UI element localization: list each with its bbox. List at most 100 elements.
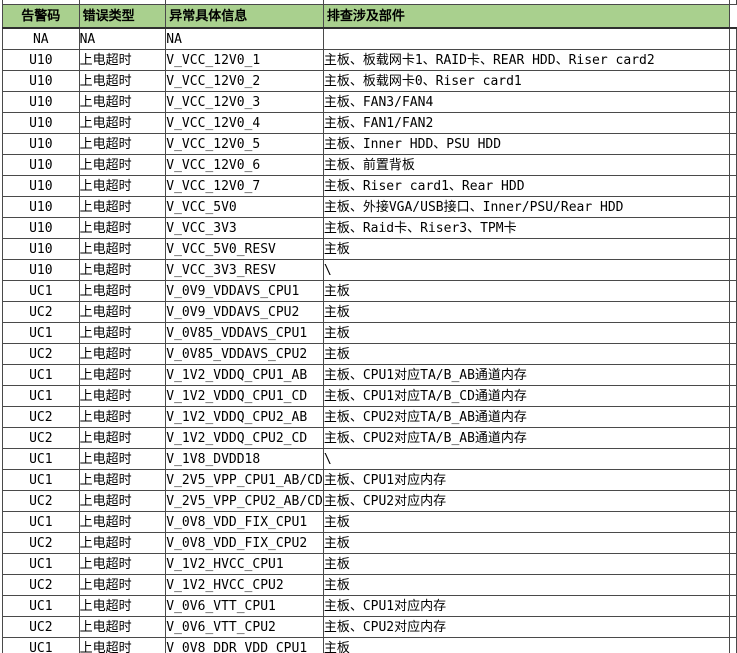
cell: UC2 (2, 532, 80, 554)
cell: 主板、CPU2对应内存 (322, 490, 731, 512)
table-row: UC2 上电超时 V_2V5_VPP_CPU2_AB/CD 主板、CPU2对应内存 (2, 490, 737, 512)
cell: 上电超时 (78, 637, 167, 653)
cell: 主板、板载网卡1、RAID卡、REAR HDD、Riser card2 (322, 49, 731, 71)
cell: UC2 (2, 427, 80, 449)
cell: 主板 (322, 322, 731, 344)
cell: UC1 (2, 448, 80, 470)
cell: UC2 (2, 301, 80, 323)
cell: U10 (2, 217, 80, 239)
table-row: UC1 上电超时 V_2V5_VPP_CPU1_AB/CD 主板、CPU1对应内存 (2, 469, 737, 491)
cell: UC1 (2, 637, 80, 653)
grid-sliver-cell (729, 322, 737, 344)
cell: 上电超时 (78, 238, 167, 260)
cell: 上电超时 (78, 469, 167, 491)
table-row: U10 上电超时 V_VCC_3V3_RESV \ (2, 259, 737, 281)
cell: V_1V2_HVCC_CPU2 (165, 574, 324, 596)
cell: 上电超时 (78, 322, 167, 344)
cell: 上电超时 (78, 133, 167, 155)
cell: V_1V2_VDDQ_CPU1_AB (165, 364, 324, 386)
cell (322, 27, 731, 50)
cell: 上电超时 (78, 364, 167, 386)
grid-sliver-cell (729, 343, 737, 365)
grid-sliver-cell (729, 154, 737, 176)
cell: U10 (2, 112, 80, 134)
cell: UC1 (2, 280, 80, 302)
cell: 主板 (322, 553, 731, 575)
cell: 主板 (322, 301, 731, 323)
grid-sliver-cell (729, 427, 737, 449)
cell: V_1V2_VDDQ_CPU2_AB (165, 406, 324, 428)
cell: UC2 (2, 343, 80, 365)
table-row: UC1 上电超时 V_0V8_VDD_FIX_CPU1 主板 (2, 511, 737, 533)
cell: U10 (2, 49, 80, 71)
grid-sliver-cell (729, 0, 737, 5)
grid-sliver-cell (729, 364, 737, 386)
table-row: UC1 上电超时 V_0V85_VDDAVS_CPU1 主板 (2, 322, 737, 344)
table-row: U10 上电超时 V_VCC_3V3 主板、Raid卡、Riser3、TPM卡 (2, 217, 737, 239)
cell: V_VCC_12V0_1 (165, 49, 324, 71)
cell: U10 (2, 175, 80, 197)
cell: UC1 (2, 553, 80, 575)
cell: 主板、板载网卡0、Riser card1 (322, 70, 731, 92)
grid-sliver-cell (322, 0, 731, 5)
grid-sliver-cell (729, 175, 737, 197)
table-row: U10 上电超时 V_VCC_12V0_2 主板、板载网卡0、Riser card1 (2, 70, 737, 92)
cell: V_2V5_VPP_CPU2_AB/CD (165, 490, 324, 512)
cell: \ (322, 259, 731, 281)
cell: 主板 (322, 532, 731, 554)
cell: V_0V8_VDD_FIX_CPU2 (165, 532, 324, 554)
cell: V_0V8_VDD_FIX_CPU1 (165, 511, 324, 533)
grid-sliver-cell (729, 133, 737, 155)
cell: 上电超时 (78, 343, 167, 365)
cell: V_1V8_DVDD18 (165, 448, 324, 470)
grid-sliver-cell (729, 511, 737, 533)
cell: 主板、前置背板 (322, 154, 731, 176)
grid-sliver-cell (729, 4, 737, 29)
table-row: UC2 上电超时 V_0V9_VDDAVS_CPU2 主板 (2, 301, 737, 323)
cell: 上电超时 (78, 532, 167, 554)
cell: V_0V85_VDDAVS_CPU1 (165, 322, 324, 344)
cell: 上电超时 (78, 385, 167, 407)
cell: 上电超时 (78, 196, 167, 218)
cell: U10 (2, 154, 80, 176)
grid-sliver-cell (729, 27, 737, 50)
cell: 上电超时 (78, 217, 167, 239)
cell: 主板 (322, 280, 731, 302)
cell: V_VCC_12V0_5 (165, 133, 324, 155)
cell: U10 (2, 238, 80, 260)
table-row: U10 上电超时 V_VCC_5V0 主板、外接VGA/USB接口、Inner/PSU… (2, 196, 737, 218)
grid-sliver-cell (729, 196, 737, 218)
grid-sliver-cell (729, 301, 737, 323)
cell: V_VCC_12V0_6 (165, 154, 324, 176)
grid-sliver-cell (729, 490, 737, 512)
grid-sliver-cell (729, 553, 737, 575)
cell: V_VCC_12V0_4 (165, 112, 324, 134)
cell: 上电超时 (78, 427, 167, 449)
cell: V_0V9_VDDAVS_CPU2 (165, 301, 324, 323)
table-row: UC1 上电超时 V_0V8_DDR_VDD_CPU1 主板 (2, 637, 737, 653)
grid-sliver-cell (729, 385, 737, 407)
cell: V_1V2_VDDQ_CPU1_CD (165, 385, 324, 407)
cell: V_0V85_VDDAVS_CPU2 (165, 343, 324, 365)
cell: 上电超时 (78, 301, 167, 323)
col-header-involved-parts: 排查涉及部件 (322, 4, 731, 29)
cell: 上电超时 (78, 91, 167, 113)
cell: UC2 (2, 574, 80, 596)
cell: 上电超时 (78, 112, 167, 134)
table-row: U10 上电超时 V_VCC_5V0_RESV 主板 (2, 238, 737, 260)
cell: 主板、Raid卡、Riser3、TPM卡 (322, 217, 731, 239)
cell: 主板、FAN3/FAN4 (322, 91, 731, 113)
cell: 主板 (322, 637, 731, 653)
grid-sliver-cell (729, 91, 737, 113)
cell: 主板、外接VGA/USB接口、Inner/PSU/Rear HDD (322, 196, 731, 218)
cell: 上电超时 (78, 406, 167, 428)
cell: 上电超时 (78, 511, 167, 533)
cell: 主板、CPU2对应内存 (322, 616, 731, 638)
cell: V_VCC_3V3 (165, 217, 324, 239)
cell: 主板、Riser card1、Rear HDD (322, 175, 731, 197)
grid-sliver-cell (729, 637, 737, 653)
table-row: UC1 上电超时 V_1V8_DVDD18 \ (2, 448, 737, 470)
grid-sliver-cell (729, 259, 737, 281)
